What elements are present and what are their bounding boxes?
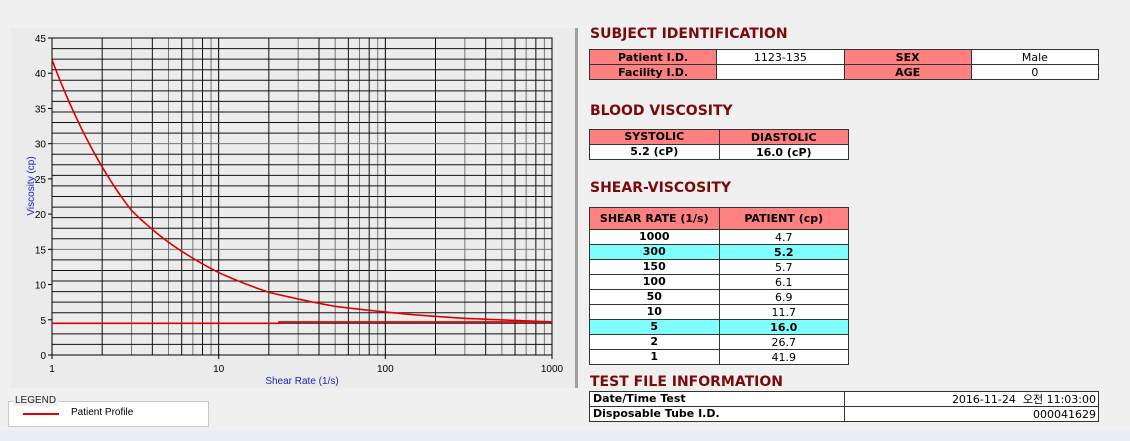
y-tick-label: 40: [35, 69, 47, 80]
shear-rate-cell: 1000: [589, 229, 720, 245]
date-value: 2016-11-24 오전 11:03:00: [843, 391, 1099, 407]
y-tick-label: 15: [35, 245, 47, 256]
bottom-band: [0, 430, 1130, 441]
shear-row: 1 41.9: [589, 349, 849, 365]
shear-table: SHEAR RATE (1/s) PATIENT (cp) 1000 4.7 300 5…: [589, 207, 849, 365]
shear-rate-cell: 300: [589, 244, 720, 260]
testfile-title: TEST FILE INFORMATION: [590, 374, 783, 390]
plot-border: [51, 37, 553, 356]
shear-rate-cell: 5: [589, 319, 720, 335]
patient-cell: 26.7: [718, 334, 849, 350]
y-tick-label: 45: [35, 34, 47, 45]
legend: LEGEND Patient Profile: [8, 395, 209, 427]
sex-label: SEX: [843, 49, 972, 65]
legend-title: LEGEND: [13, 395, 59, 406]
y-tick-label: 35: [35, 104, 47, 115]
shear-row: 50 6.9: [589, 289, 849, 305]
y-tick-label: 30: [35, 140, 47, 151]
age: 0: [970, 64, 1100, 80]
patient-cell: 5.7: [718, 259, 849, 275]
x-tick-label: 1000: [541, 364, 564, 375]
y-tick-label: 5: [40, 316, 46, 327]
x-tick-label: 1: [49, 364, 55, 375]
shear-row: 5 16.0: [589, 319, 849, 335]
systolic-value: 5.2 (cP): [589, 144, 720, 160]
y-tick-label: 20: [35, 210, 47, 221]
patient-cell: 4.7: [718, 229, 849, 245]
legend-line-swatch: [23, 413, 59, 415]
shear-row: 100 6.1: [589, 274, 849, 290]
diastolic-value: 16.0 (cP): [718, 144, 849, 160]
shear-row: 1000 4.7: [589, 229, 849, 245]
patient-cell: 5.2: [718, 244, 849, 260]
shear-rate-cell: 1: [589, 349, 720, 365]
tube-label: Disposable Tube I.D.: [589, 406, 845, 422]
y-tick-label: 10: [35, 281, 47, 292]
subject-title: SUBJECT IDENTIFICATION: [590, 26, 788, 42]
age-label: AGE: [843, 64, 972, 80]
y-tick-label: 25: [35, 175, 47, 186]
patient-id: 1123-135: [716, 49, 845, 65]
shear-row: 2 26.7: [589, 334, 849, 350]
systolic-label: SYSTOLIC: [589, 129, 720, 145]
patient-id-label: Patient I.D.: [588, 49, 718, 65]
shear-rate-cell: 100: [589, 274, 720, 290]
x-tick-label: 100: [377, 364, 394, 375]
x-axis-label: Shear Rate (1/s): [265, 376, 338, 387]
patient-cell: 11.7: [718, 304, 849, 320]
shear-rate-cell: 50: [589, 289, 720, 305]
viscosity-chart: 0 5 10 15 20 25 30 35 40 45 1 10 100 1000 Shear Rate (…: [26, 34, 564, 387]
diastolic-label: DIASTOLIC: [718, 129, 849, 145]
patient-cell: 16.0: [718, 319, 849, 335]
shear-rate-header: SHEAR RATE (1/s): [589, 207, 720, 230]
blood-table: SYSTOLIC DIASTOLIC 5.2 (cP) 16.0 (cP): [589, 129, 849, 160]
shear-row: 10 11.7: [589, 304, 849, 320]
blood-title: BLOOD VISCOSITY: [590, 103, 733, 119]
shear-rate-cell: 10: [589, 304, 720, 320]
shear-rate-cell: 150: [589, 259, 720, 275]
facility-id: [716, 64, 845, 80]
chart-panel: 0 5 10 15 20 25 30 35 40 45 1 10 100 1000 Shear Rate (…: [10, 28, 578, 388]
x-tick-label: 10: [213, 364, 225, 375]
subject-table: Patient I.D. 1123-135 SEX Male Facility I.D…: [588, 49, 1100, 80]
sex: Male: [970, 49, 1100, 65]
facility-label: Facility I.D.: [588, 64, 718, 80]
y-axis-label: Viscosity (cp): [26, 156, 37, 215]
series-line: [52, 321, 552, 325]
patient-header: PATIENT (cp): [718, 207, 849, 230]
patient-cell: 6.9: [718, 289, 849, 305]
tube-value: 000041629: [843, 406, 1099, 422]
shear-row: 300 5.2: [589, 244, 849, 260]
shear-rate-cell: 2: [589, 334, 720, 350]
date-label: Date/Time Test: [589, 391, 845, 407]
testfile-table: Date/Time Test 2016-11-24 오전 11:03:00 Dis…: [589, 391, 1099, 422]
series-line: [51, 59, 553, 323]
shear-title: SHEAR-VISCOSITY: [590, 180, 732, 196]
legend-label: Patient Profile: [71, 407, 134, 418]
patient-cell: 6.1: [718, 274, 849, 290]
shear-row: 150 5.7: [589, 259, 849, 275]
patient-cell: 41.9: [718, 349, 849, 365]
y-tick-label: 0: [40, 351, 46, 362]
